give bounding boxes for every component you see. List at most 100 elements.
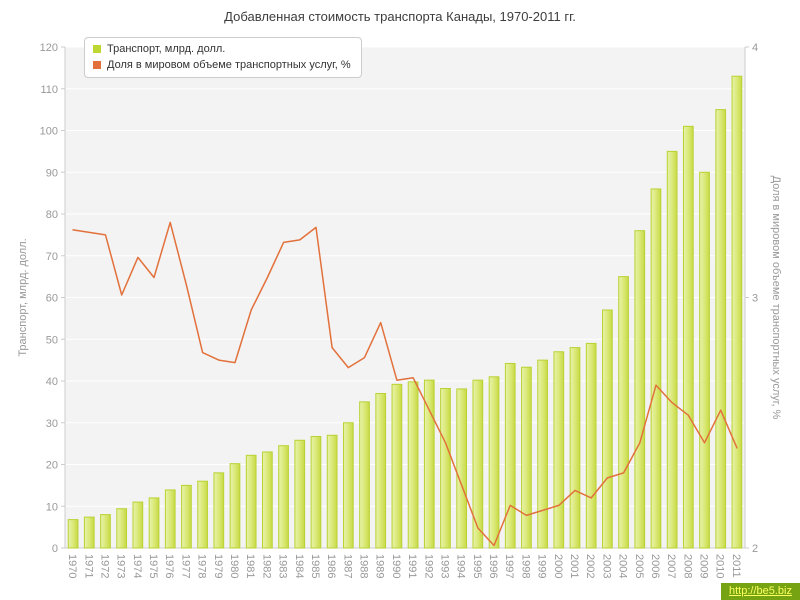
x-tick-label: 1970 bbox=[66, 554, 78, 578]
bar bbox=[229, 463, 241, 549]
x-tick-label: 1987 bbox=[341, 554, 353, 578]
left-tick-label: 100 bbox=[40, 126, 58, 138]
bar bbox=[83, 516, 95, 549]
x-tick-label: 1989 bbox=[374, 554, 386, 578]
left-tick-label: 20 bbox=[46, 460, 58, 472]
bar bbox=[472, 379, 484, 549]
x-tick-label: 2011 bbox=[730, 554, 742, 578]
x-tick-label: 1991 bbox=[406, 554, 418, 578]
bar bbox=[67, 519, 79, 549]
legend-label-transport: Транспорт, млрд. долл. bbox=[107, 43, 226, 55]
bar bbox=[132, 501, 144, 549]
right-tick-label: 2 bbox=[752, 543, 758, 555]
bar bbox=[375, 393, 387, 549]
bar bbox=[197, 480, 208, 549]
legend-item-transport[interactable]: Транспорт, млрд. долл. bbox=[93, 43, 351, 55]
x-tick-label: 1983 bbox=[277, 554, 289, 578]
bar bbox=[116, 508, 128, 549]
bar bbox=[423, 379, 435, 549]
left-axis-title: Транспорт, млрд. долл. bbox=[17, 238, 29, 356]
bar bbox=[310, 436, 322, 549]
bar bbox=[634, 230, 646, 549]
left-tick-label: 80 bbox=[46, 209, 58, 221]
legend-swatch-bar bbox=[93, 45, 101, 53]
bar bbox=[537, 359, 548, 549]
x-tick-label: 1994 bbox=[455, 554, 467, 578]
bar bbox=[456, 388, 468, 549]
left-tick-label: 0 bbox=[52, 543, 58, 555]
left-tick-label: 30 bbox=[46, 418, 58, 430]
right-tick-label: 3 bbox=[752, 293, 758, 305]
bar bbox=[407, 381, 419, 549]
x-tick-label: 1992 bbox=[422, 554, 434, 578]
left-tick-label: 70 bbox=[46, 251, 58, 263]
x-tick-label: 1979 bbox=[212, 554, 224, 578]
bar bbox=[650, 188, 662, 549]
bar bbox=[666, 150, 678, 549]
bar bbox=[342, 422, 354, 549]
legend: Транспорт, млрд. долл. Доля в мировом об… bbox=[84, 37, 362, 78]
bar bbox=[553, 351, 565, 549]
x-tick-label: 1974 bbox=[131, 554, 143, 578]
left-tick-label: 110 bbox=[40, 84, 58, 96]
x-tick-label: 1977 bbox=[179, 554, 191, 578]
legend-item-share[interactable]: Доля в мировом объеме транспортных услуг… bbox=[93, 59, 351, 71]
bar bbox=[569, 347, 581, 549]
x-tick-label: 1996 bbox=[487, 554, 499, 578]
bar bbox=[148, 497, 160, 549]
bar bbox=[100, 514, 111, 549]
share-line bbox=[72, 221, 738, 547]
x-tick-label: 2002 bbox=[584, 554, 596, 578]
left-tick-label: 120 bbox=[40, 42, 58, 54]
x-tick-label: 2003 bbox=[600, 554, 612, 578]
bar bbox=[294, 439, 306, 549]
bar bbox=[585, 342, 597, 549]
x-tick-label: 1990 bbox=[390, 554, 402, 578]
x-tick-label: 2005 bbox=[633, 554, 645, 578]
bar bbox=[181, 484, 192, 549]
x-tick-label: 1971 bbox=[82, 554, 94, 578]
x-tick-label: 1997 bbox=[503, 554, 515, 578]
x-tick-label: 1981 bbox=[244, 554, 256, 578]
left-tick-label: 40 bbox=[46, 376, 58, 388]
left-tick-label: 10 bbox=[46, 501, 58, 513]
bar bbox=[699, 171, 710, 549]
bar bbox=[391, 383, 403, 549]
x-tick-label: 1972 bbox=[99, 554, 111, 578]
bar bbox=[262, 451, 273, 549]
x-tick-label: 1980 bbox=[228, 554, 240, 578]
bar bbox=[488, 376, 500, 549]
x-tick-label: 1993 bbox=[439, 554, 451, 578]
bar bbox=[618, 276, 629, 549]
bar bbox=[440, 388, 451, 549]
bar bbox=[682, 125, 694, 549]
bar bbox=[213, 472, 225, 549]
x-tick-label: 1999 bbox=[536, 554, 548, 578]
bar bbox=[326, 434, 338, 549]
legend-swatch-line bbox=[93, 61, 101, 69]
x-tick-label: 2010 bbox=[714, 554, 726, 578]
right-tick-label: 4 bbox=[752, 42, 758, 54]
x-tick-label: 1998 bbox=[519, 554, 531, 578]
bar bbox=[715, 109, 727, 549]
x-tick-label: 1985 bbox=[309, 554, 321, 578]
bar bbox=[278, 445, 289, 549]
x-tick-label: 1995 bbox=[471, 554, 483, 578]
x-tick-label: 2004 bbox=[617, 554, 629, 578]
x-tick-label: 2001 bbox=[568, 554, 580, 578]
x-tick-label: 1984 bbox=[293, 554, 305, 578]
x-tick-label: 2009 bbox=[698, 554, 710, 578]
watermark-link[interactable]: http://be5.biz bbox=[721, 583, 800, 600]
bar bbox=[731, 75, 743, 549]
chart-title: Добавленная стоимость транспорта Канады,… bbox=[224, 9, 576, 24]
x-tick-label: 2008 bbox=[681, 554, 693, 578]
left-tick-label: 60 bbox=[46, 293, 58, 305]
bar bbox=[245, 454, 257, 549]
bar bbox=[504, 362, 516, 549]
bar bbox=[602, 309, 613, 549]
x-tick-label: 2000 bbox=[552, 554, 564, 578]
left-tick-label: 90 bbox=[46, 167, 58, 179]
bar bbox=[521, 366, 532, 549]
